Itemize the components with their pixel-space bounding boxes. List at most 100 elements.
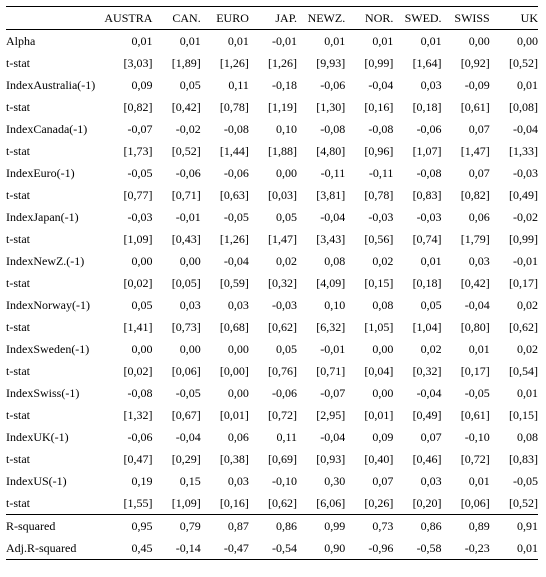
cell-value: -0,02 xyxy=(490,206,538,228)
cell-value: [0,71] xyxy=(297,360,345,382)
cell-value: 0,08 xyxy=(490,426,538,448)
cell-value: [1,07] xyxy=(393,140,441,162)
cell-value: [0,72] xyxy=(442,448,490,470)
footer-cell-value: 0,87 xyxy=(201,515,249,538)
cell-value: [1,47] xyxy=(442,140,490,162)
cell-value: -0,05 xyxy=(104,162,152,184)
cell-value: [0,54] xyxy=(490,360,538,382)
cell-value: 0,01 xyxy=(104,30,152,53)
cell-value: 0,02 xyxy=(490,294,538,316)
cell-value: [0,52] xyxy=(153,140,201,162)
cell-value: [0,18] xyxy=(393,96,441,118)
cell-value: 0,06 xyxy=(201,426,249,448)
cell-value: [1,19] xyxy=(249,96,297,118)
cell-value: [4,09] xyxy=(297,272,345,294)
cell-value: [0,16] xyxy=(345,96,393,118)
cell-value: [3,03] xyxy=(104,52,152,74)
cell-value: [0,20] xyxy=(393,492,441,515)
cell-value: [0,82] xyxy=(442,184,490,206)
cell-value: [0,61] xyxy=(442,96,490,118)
cell-value: [0,74] xyxy=(393,228,441,250)
cell-value: 0,00 xyxy=(153,250,201,272)
cell-value: -0,10 xyxy=(442,426,490,448)
cell-value: [0,69] xyxy=(249,448,297,470)
row-label: t-stat xyxy=(6,316,104,338)
cell-value: [2,95] xyxy=(297,404,345,426)
cell-value: 0,00 xyxy=(442,30,490,53)
cell-value: 0,00 xyxy=(490,30,538,53)
cell-value: [0,63] xyxy=(201,184,249,206)
cell-value: 0,05 xyxy=(249,206,297,228)
cell-value: [1,64] xyxy=(393,52,441,74)
cell-value: 0,05 xyxy=(104,294,152,316)
cell-value: 0,10 xyxy=(297,294,345,316)
cell-value: [0,83] xyxy=(393,184,441,206)
cell-value: 0,01 xyxy=(442,470,490,492)
cell-value: 0,02 xyxy=(345,250,393,272)
cell-value: -0,10 xyxy=(249,470,297,492)
column-header: CAN. xyxy=(153,7,201,30)
row-label: IndexCanada(-1) xyxy=(6,118,104,140)
cell-value: 0,03 xyxy=(393,74,441,96)
cell-value: [0,47] xyxy=(104,448,152,470)
cell-value: [0,76] xyxy=(249,360,297,382)
cell-value: 0,00 xyxy=(201,382,249,404)
cell-value: -0,18 xyxy=(249,74,297,96)
footer-cell-value: -0,54 xyxy=(249,537,297,560)
cell-value: -0,04 xyxy=(393,382,441,404)
cell-value: [0,52] xyxy=(490,492,538,515)
cell-value: [0,15] xyxy=(345,272,393,294)
cell-value: [0,78] xyxy=(345,184,393,206)
cell-value: 0,15 xyxy=(153,470,201,492)
cell-value: [0,05] xyxy=(153,272,201,294)
cell-value: -0,08 xyxy=(297,118,345,140)
cell-value: [9,93] xyxy=(297,52,345,74)
column-header: AUSTRA. xyxy=(104,7,152,30)
cell-value: -0,07 xyxy=(297,382,345,404)
cell-value: [3,81] xyxy=(297,184,345,206)
cell-value: 0,07 xyxy=(345,470,393,492)
cell-value: [0,46] xyxy=(393,448,441,470)
row-label: IndexEuro(-1) xyxy=(6,162,104,184)
cell-value: 0,01 xyxy=(490,382,538,404)
cell-value: 0,02 xyxy=(490,338,538,360)
cell-value: 0,05 xyxy=(153,74,201,96)
row-label: IndexUS(-1) xyxy=(6,470,104,492)
cell-value: [1,88] xyxy=(249,140,297,162)
cell-value: 0,00 xyxy=(249,162,297,184)
row-label: IndexNorway(-1) xyxy=(6,294,104,316)
footer-cell-value: 0,91 xyxy=(490,515,538,538)
cell-value: 0,01 xyxy=(442,338,490,360)
cell-value: 0,01 xyxy=(393,250,441,272)
cell-value: [0,83] xyxy=(490,448,538,470)
cell-value: 0,02 xyxy=(393,338,441,360)
cell-value: [1,09] xyxy=(104,228,152,250)
footer-cell-value: 0,73 xyxy=(345,515,393,538)
cell-value: -0,02 xyxy=(153,118,201,140)
footer-cell-value: 0,86 xyxy=(249,515,297,538)
cell-value: 0,00 xyxy=(153,338,201,360)
cell-value: [1,30] xyxy=(297,96,345,118)
column-header: EURO xyxy=(201,7,249,30)
cell-value: -0,08 xyxy=(201,118,249,140)
row-label: t-stat xyxy=(6,96,104,118)
footer-cell-value: 0,99 xyxy=(297,515,345,538)
cell-value: [0,26] xyxy=(345,492,393,515)
cell-value: -0,05 xyxy=(490,470,538,492)
row-label: IndexNewZ.(-1) xyxy=(6,250,104,272)
cell-value: [0,59] xyxy=(201,272,249,294)
cell-value: [0,00] xyxy=(201,360,249,382)
cell-value: [0,68] xyxy=(201,316,249,338)
cell-value: -0,06 xyxy=(297,74,345,96)
cell-value: [0,62] xyxy=(249,316,297,338)
column-header: NEWZ. xyxy=(297,7,345,30)
cell-value: [4,80] xyxy=(297,140,345,162)
cell-value: -0,11 xyxy=(297,162,345,184)
cell-value: -0,04 xyxy=(442,294,490,316)
regression-output-table: AUSTRA.CAN.EUROJAP.NEWZ.NOR.SWED.SWISSUK… xyxy=(6,6,538,560)
column-header: UK xyxy=(490,7,538,30)
cell-value: [6,32] xyxy=(297,316,345,338)
cell-value: [1,26] xyxy=(201,228,249,250)
row-label: IndexAustralia(-1) xyxy=(6,74,104,96)
cell-value: [0,15] xyxy=(490,404,538,426)
